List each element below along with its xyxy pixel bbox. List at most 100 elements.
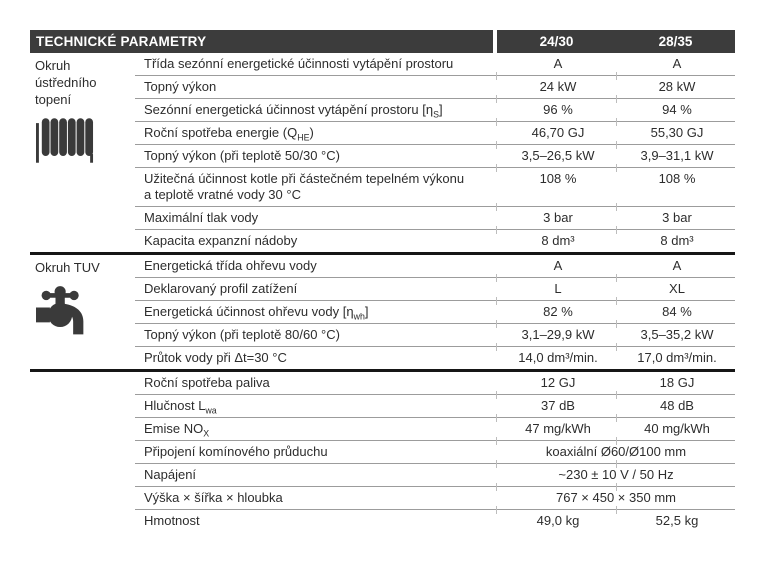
value-model-1: 47 mg/kWh [525,421,591,436]
value-model-1: 12 GJ [540,375,576,390]
model-column-headers: 24/30 28/35 [497,30,735,53]
parameter-name: Roční spotřeba energie (QHE) [144,125,314,143]
value-model-2: 55,30 GJ [650,125,704,140]
value-model-2: 18 GJ [659,375,695,390]
value-model-1: 108 % [539,171,577,186]
value-model-1: 49,0 kg [536,513,580,528]
value-model-2: 108 % [658,171,696,186]
parameter-name: Průtok vody při Δt=30 °C [144,350,287,365]
table-section: Okruh TUV Energetická třída ohřevu vody … [30,252,735,369]
value-model-1: 46,70 GJ [531,125,585,140]
table-row: Topný výkon (při teplotě 80/60 °C) 3,1–2… [135,320,735,346]
parameter-name: Hlučnost Lwa [144,398,217,416]
radiator-icon [36,118,94,163]
table-row: Topný výkon 24 kW 28 kW [135,72,735,98]
table-row: Průtok vody při Δt=30 °C 14,0 dm³/min. 1… [135,343,735,369]
value-model-2: 3,9–31,1 kW [640,148,714,163]
value-model-2: A [672,56,682,71]
table-row: Topný výkon (při teplotě 50/30 °C) 3,5–2… [135,141,735,167]
value-model-2: 28 kW [658,79,696,94]
value-model-2: 3 bar [662,210,692,225]
section-rows: Třída sezónní energetické účinnosti vytá… [135,53,735,252]
table-row: Hmotnost 49,0 kg 52,5 kg [135,506,735,532]
value-model-1: 82 % [543,304,573,319]
section-label: Okruh TUV [35,260,100,275]
table-section: Roční spotřeba paliva 12 GJ 18 GJ Hlučno… [30,369,735,532]
faucet-icon [36,286,84,335]
value-model-1: 96 % [543,102,573,117]
radiator-icon [36,118,135,163]
value-model-1: A [553,56,563,71]
parameter-name: Topný výkon (při teplotě 80/60 °C) [144,327,340,342]
parameter-name: Roční spotřeba paliva [144,375,270,390]
table-row: Užitečná účinnost kotle při částečném te… [135,164,735,206]
column-header-model-1: 24/30 [539,34,574,49]
value-model-2: 94 % [662,102,692,117]
table-row: Kapacita expanzní nádoby 8 dm³ 8 dm³ [135,226,735,252]
table-row: Deklarovaný profil zatížení L XL [135,274,735,300]
value-model-2: 40 mg/kWh [644,421,710,436]
value-model-2: 84 % [662,304,692,319]
parameter-name: Napájení [144,467,197,482]
parameter-name: Výška × šířka × hloubka [144,490,283,505]
value-model-2: 17,0 dm³/min. [637,350,717,365]
column-header-model-2: 28/35 [658,34,693,49]
parameter-name: Hmotnost [144,513,200,528]
value-model-2: XL [669,281,685,296]
value-model-1: A [553,258,563,273]
value-model-2: 52,5 kg [655,513,699,528]
parameter-name: Užitečná účinnost kotle při částečném te… [144,171,465,202]
parameter-name: Maximální tlak vody [144,210,259,225]
table-row: Hlučnost Lwa 37 dB 48 dB [135,391,735,417]
value-model-1: 8 dm³ [541,233,575,248]
section-label: Okruh ústředního topení [35,58,97,107]
table-row: Roční spotřeba paliva 12 GJ 18 GJ [135,372,735,394]
table-row: Sezónní energetická účinnost vytápění pr… [135,95,735,121]
technical-parameters-table: TECHNICKÉ PARAMETRY 24/30 28/35 Okruh ús… [30,30,735,532]
section-rows: Energetická třída ohřevu vody A A Deklar… [135,255,735,369]
value-model-2: A [672,258,682,273]
table-row: Energetická účinnost ohřevu vody [ηwh] 8… [135,297,735,323]
table-row: Výška × šířka × hloubka 767 × 450 × 350 … [135,483,735,509]
section-label-cell: Okruh ústředního topení [30,53,135,252]
parameter-name: Třída sezónní energetické účinnosti vytá… [144,56,454,71]
value-model-2: 8 dm³ [660,233,694,248]
section-label-cell: Okruh TUV [30,255,135,369]
faucet-icon [36,286,135,342]
table-row: Energetická třída ohřevu vody A A [135,255,735,277]
parameter-name: Topný výkon (při teplotě 50/30 °C) [144,148,340,163]
value-model-1: 24 kW [539,79,577,94]
value-model-1: 3,5–26,5 kW [521,148,595,163]
table-row: Emise NOX 47 mg/kWh 40 mg/kWh [135,414,735,440]
table-row: Roční spotřeba energie (QHE) 46,70 GJ 55… [135,118,735,144]
value-model-1: 3,1–29,9 kW [521,327,595,342]
value-both-models: koaxiální Ø60/Ø100 mm [545,444,687,459]
value-both-models: 767 × 450 × 350 mm [556,490,676,505]
parameter-name: Topný výkon [144,79,217,94]
section-rows: Roční spotřeba paliva 12 GJ 18 GJ Hlučno… [135,372,735,532]
table-section: Okruh ústředního topení Třída sezónní en… [30,53,735,252]
parameter-name: Deklarovaný profil zatížení [144,281,298,296]
parameter-name: Energetická účinnost ohřevu vody [ηwh] [144,304,369,322]
parameter-name: Energetická třída ohřevu vody [144,258,317,273]
value-model-2: 48 dB [660,398,694,413]
parameter-name: Kapacita expanzní nádoby [144,233,298,248]
table-row: Napájení ~230 ± 10 V / 50 Hz [135,460,735,486]
table-row: Třída sezónní energetické účinnosti vytá… [135,53,735,75]
section-label-cell [30,372,135,532]
value-model-1: 3 bar [543,210,573,225]
table-row: Připojení komínového průduchu koaxiální … [135,437,735,463]
value-model-2: 3,5–35,2 kW [640,327,714,342]
table-body: Okruh ústředního topení Třída sezónní en… [30,53,735,532]
header-divider [493,30,497,53]
table-header-bar: TECHNICKÉ PARAMETRY 24/30 28/35 [30,30,735,53]
value-both-models: ~230 ± 10 V / 50 Hz [558,467,674,482]
parameter-name: Připojení komínového průduchu [144,444,328,459]
value-model-1: 37 dB [541,398,575,413]
table-row: Maximální tlak vody 3 bar 3 bar [135,203,735,229]
table-title: TECHNICKÉ PARAMETRY [30,30,493,53]
parameter-name: Sezónní energetická účinnost vytápění pr… [144,102,443,120]
value-model-1: 14,0 dm³/min. [518,350,598,365]
value-model-1: L [554,281,562,296]
